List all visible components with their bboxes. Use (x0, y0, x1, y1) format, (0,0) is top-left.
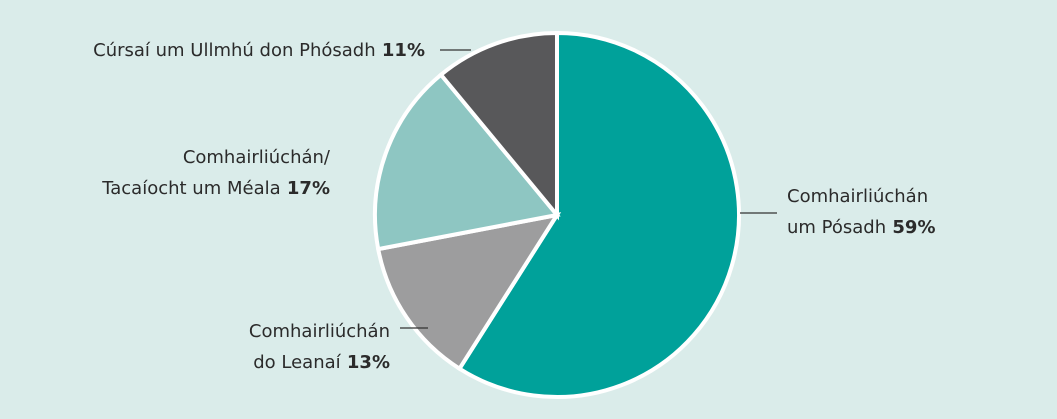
slice-label-line: um Pósadh 59% (787, 217, 936, 238)
slice-label-text: Tacaíocht um Méala (101, 178, 280, 199)
slice-label-bereavement: Comhairliúchán/Tacaíocht um Méala 17% (101, 147, 331, 199)
slice-label-line: Comhairliúchán (249, 321, 390, 342)
leader-lines (400, 49, 777, 329)
slice-label-text: do Leanaí (253, 352, 341, 373)
pie-slice-bereavement (373, 71, 561, 252)
slice-label-line: Cúrsaí um Ullmhú don Phósadh 11% (93, 40, 425, 61)
slice-label-text: Cúrsaí um Ullmhú don Phósadh (93, 40, 376, 61)
slice-label-line: Tacaíocht um Méala 17% (101, 178, 330, 199)
slice-percent-label: 17% (281, 178, 330, 199)
pie-slices (373, 30, 741, 399)
slice-label-premarriage: Cúrsaí um Ullmhú don Phósadh 11% (93, 40, 425, 61)
slice-label-children: Comhairliúchán do Leanaí 13% (249, 321, 390, 373)
slice-label-text: Comhairliúchán/ (183, 147, 331, 168)
slice-label-text: um Pósadh (787, 217, 886, 238)
pie-slice-children (375, 212, 562, 372)
slice-label-line: do Leanaí 13% (253, 352, 390, 373)
slice-label-marriage: Comhairliúchán um Pósadh 59% (787, 186, 936, 238)
slice-percent-label: 11% (376, 40, 425, 61)
slice-label-line: Comhairliúchán (787, 186, 928, 207)
slice-label-line: Comhairliúchán/ (183, 147, 331, 168)
pie-slice-marriage (456, 30, 741, 399)
slice-label-text: Comhairliúchán (787, 186, 928, 207)
slice-percent-label: 13% (341, 352, 390, 373)
slice-percent-label: 59% (886, 217, 935, 238)
pie-slice-premarriage (438, 30, 559, 221)
slice-label-text: Comhairliúchán (249, 321, 390, 342)
